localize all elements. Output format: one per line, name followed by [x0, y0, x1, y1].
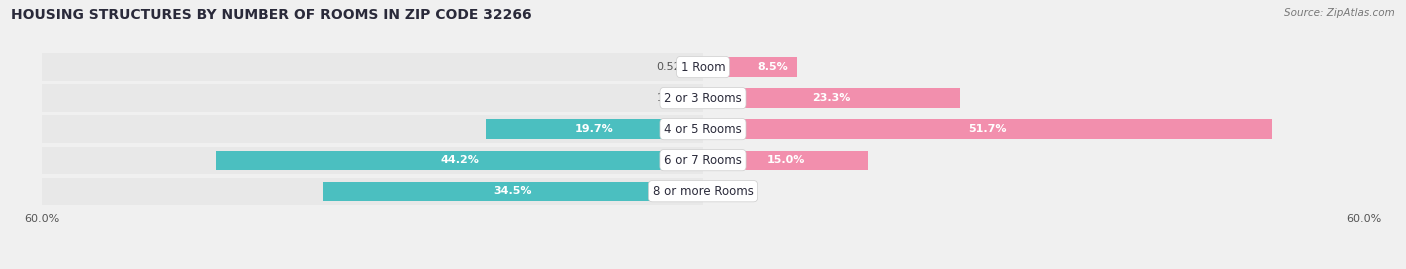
Bar — [703, 151, 868, 170]
Text: HOUSING STRUCTURES BY NUMBER OF ROOMS IN ZIP CODE 32266: HOUSING STRUCTURES BY NUMBER OF ROOMS IN… — [11, 8, 531, 22]
Text: 23.3%: 23.3% — [813, 93, 851, 103]
Bar — [217, 151, 703, 170]
Bar — [42, 178, 703, 205]
Text: 6 or 7 Rooms: 6 or 7 Rooms — [664, 154, 742, 167]
Bar — [323, 182, 703, 201]
Text: 0.52%: 0.52% — [657, 62, 692, 72]
Bar — [703, 89, 960, 108]
Text: 8 or more Rooms: 8 or more Rooms — [652, 185, 754, 198]
Bar — [42, 84, 703, 112]
Bar — [703, 57, 797, 77]
Bar — [486, 119, 703, 139]
Bar — [42, 147, 703, 174]
Bar — [703, 182, 721, 201]
Bar — [42, 53, 703, 81]
Text: 1.6%: 1.6% — [725, 186, 755, 196]
Text: 51.7%: 51.7% — [969, 124, 1007, 134]
Text: 1.1%: 1.1% — [657, 93, 685, 103]
Text: Source: ZipAtlas.com: Source: ZipAtlas.com — [1284, 8, 1395, 18]
Bar — [703, 119, 1272, 139]
Text: 2 or 3 Rooms: 2 or 3 Rooms — [664, 91, 742, 105]
Text: 1 Room: 1 Room — [681, 61, 725, 73]
Text: 44.2%: 44.2% — [440, 155, 479, 165]
Bar — [42, 115, 703, 143]
Text: 4 or 5 Rooms: 4 or 5 Rooms — [664, 123, 742, 136]
Bar — [690, 89, 703, 108]
Text: 8.5%: 8.5% — [756, 62, 787, 72]
Text: 19.7%: 19.7% — [575, 124, 614, 134]
Bar — [697, 57, 703, 77]
Text: 15.0%: 15.0% — [766, 155, 804, 165]
Text: 34.5%: 34.5% — [494, 186, 533, 196]
